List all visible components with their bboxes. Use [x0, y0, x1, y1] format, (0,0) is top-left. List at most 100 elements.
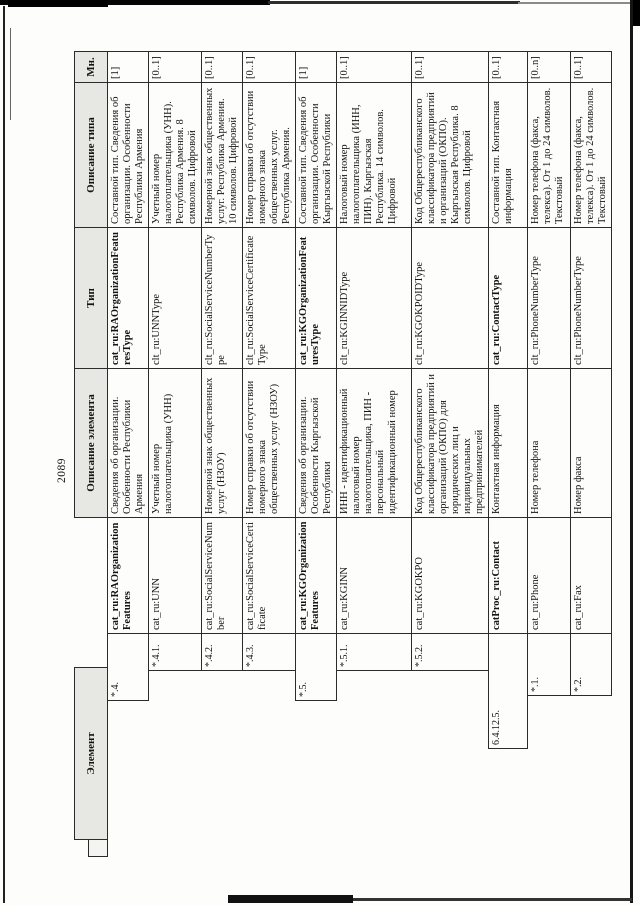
element-cell: *.2. cat_ru:Fax — [570, 516, 612, 857]
header-row: Элемент Описание элемента Тип Описание т… — [74, 45, 108, 857]
element-description: Код Общереспубликанского классификатора … — [411, 368, 489, 518]
multiplicity: [0..1] — [411, 51, 489, 83]
element-description: Контактная информация — [488, 368, 528, 518]
element-step-box: *.5.2. cat_ru:KGOKPO — [411, 516, 489, 671]
type-description: Составной тип. Контактная информация — [488, 82, 528, 228]
table-row: 6.4.12.5. catProc_ru:Contact Контактная ин… — [488, 45, 528, 857]
type-name: clt_ru:PhoneNumberType — [570, 227, 612, 369]
element-number: *.4.1. — [151, 644, 162, 668]
element-step-box: *.4.3. cat_ru:SocialServiceCertificate — [242, 516, 296, 671]
table-row: *.5. cat_ru:KGOrganizationFeatures Сведени… — [295, 45, 337, 857]
element-number: *.4.2. — [204, 644, 215, 668]
type-name: clt_ru:KGOKPOIDType — [411, 227, 489, 369]
element-description: Сведения об организации. Особенности Кыр… — [295, 368, 337, 518]
type-name: clt_ru:SocialServiceNumberType — [201, 227, 243, 369]
element-description: Сведения об организации. Особенности Рес… — [107, 368, 149, 518]
element-number: *.5.2. — [414, 644, 425, 668]
column-header-type: Тип — [74, 227, 108, 369]
table-row: *.4.1. cat_ru:UNN Учетный номер налогоплат… — [148, 45, 202, 857]
element-cell: *.4.3. cat_ru:SocialServiceCertificate — [242, 516, 296, 857]
multiplicity: [0..1] — [201, 51, 243, 83]
table-row: *.5.1. cat_ru:KGINN ИНН - идентификационны… — [336, 45, 412, 857]
type-description: Номер телефона (факса, телекса). От 1 до… — [527, 82, 571, 228]
scan-bottom-border — [228, 898, 632, 901]
header-step-notch — [88, 839, 108, 857]
table-row: *.1. cat_ru:Phone Номер телефона clt_ru:Pho… — [527, 45, 571, 857]
element-name: cat_ru:Phone — [528, 516, 570, 634]
table-row: *.2. cat_ru:Fax Номер факса clt_ru:PhoneNum… — [570, 45, 612, 857]
scan-left-border-inner — [10, 28, 11, 120]
column-header-element: Элемент — [74, 667, 108, 840]
element-name: catProc_ru:Contact — [489, 516, 527, 634]
scan-right-border — [630, 0, 633, 903]
element-step-box: *.5. cat_ru:KGOrganizationFeatures — [295, 516, 337, 701]
element-cell: *.4. cat_ru:RAOrganizationFeatures — [107, 516, 149, 857]
element-description: Номер факса — [570, 368, 612, 518]
type-description: Номерной знак общественных услуг. Респуб… — [201, 82, 243, 228]
column-header-element-label: Элемент — [85, 732, 97, 775]
page-number: 2089 — [56, 458, 68, 483]
element-cell: *.4.1. cat_ru:UNN — [148, 516, 202, 857]
element-number: *.2. — [573, 677, 584, 692]
element-step-box: *.4.1. cat_ru:UNN — [148, 516, 202, 671]
column-header-type-description: Описание типа — [74, 82, 108, 228]
column-header-element-description: Описание элемента — [74, 368, 108, 518]
element-description: Номер телефона — [527, 368, 571, 518]
multiplicity: [1] — [295, 51, 337, 83]
element-number: *.4. — [110, 682, 121, 697]
multiplicity: [0..1] — [336, 51, 412, 83]
schema-table: Элемент Описание элемента Тип Описание т… — [74, 45, 612, 857]
element-number: *.5.1. — [339, 644, 350, 668]
element-description: Учетный номер налогоплательщика (УНН) — [148, 368, 202, 518]
table-row: *.4.3. cat_ru:SocialServiceCertificate Ном… — [242, 45, 296, 857]
scan-bottom-blob — [228, 895, 353, 903]
type-name: clt_ru:KGINNIDType — [336, 227, 412, 369]
element-number: *.5. — [298, 682, 309, 697]
column-header-multiplicity: Мн. — [74, 51, 108, 83]
column-header-element-wrap: Элемент — [74, 517, 108, 857]
type-description: Номер справки об отсутствии номерного зн… — [242, 82, 296, 228]
element-name: cat_ru:KGINN — [337, 516, 411, 634]
element-step-box: *.2. cat_ru:Fax — [570, 516, 612, 696]
element-step-box: *.5.1. cat_ru:KGINN — [336, 516, 412, 671]
element-step-box: 6.4.12.5. catProc_ru:Contact — [488, 516, 528, 749]
multiplicity: [1] — [107, 51, 149, 83]
element-name: cat_ru:SocialServiceCertificate — [243, 516, 295, 634]
table-row: *.4. cat_ru:RAOrganizationFeatures Сведени… — [107, 45, 149, 857]
type-name: clt_ru:PhoneNumberType — [527, 227, 571, 369]
element-description: Номерной знак общественных услуг (НЗОУ) — [201, 368, 243, 518]
element-number: 6.4.12.5. — [491, 710, 502, 745]
table-row: *.4.2. cat_ru:SocialServiceNumber Номерной… — [201, 45, 243, 857]
type-name: clt_ru:SocialServiceCertificateType — [242, 227, 296, 369]
type-description: Учетный номер налогоплательщика (УНН). Р… — [148, 82, 202, 228]
element-name: cat_ru:RAOrganizationFeatures — [108, 516, 148, 634]
element-step-box: *.1. cat_ru:Phone — [527, 516, 571, 696]
multiplicity: [0..n] — [527, 51, 571, 83]
multiplicity: [0..1] — [242, 51, 296, 83]
element-name: cat_ru:SocialServiceNumber — [202, 516, 242, 634]
scan-left-border — [3, 6, 5, 903]
type-description: Составной тип. Сведения об организации. … — [295, 82, 337, 228]
scan-top-bar-3 — [518, 2, 634, 4]
type-name: cat_ru:ContactType — [488, 227, 528, 369]
scan-top-bar — [0, 0, 270, 5]
element-cell: 6.4.12.5. catProc_ru:Contact — [488, 516, 528, 857]
element-cell: *.4.2. cat_ru:SocialServiceNumber — [201, 516, 243, 857]
element-cell: *.5. cat_ru:KGOrganizationFeatures — [295, 516, 337, 857]
type-name: clt_ru:UNNType — [148, 227, 202, 369]
element-name: cat_ru:KGOrganizationFeatures — [296, 516, 336, 634]
scan-top-blob — [8, 0, 108, 7]
element-name: cat_ru:UNN — [149, 516, 201, 634]
element-name: cat_ru:Fax — [571, 516, 611, 634]
type-description: Составной тип. Сведения об организации. … — [107, 82, 149, 228]
element-name: cat_ru:KGOKPO — [412, 516, 488, 634]
multiplicity: [0..1] — [148, 51, 202, 83]
type-description: Налоговый номер налогоплательщика (ИНН, … — [336, 82, 412, 228]
element-description: ИНН - идентификационный налоговый номер … — [336, 368, 412, 518]
element-cell: *.5.1. cat_ru:KGINN — [336, 516, 412, 857]
element-number: *.4.3. — [245, 644, 256, 668]
element-step-box: *.4.2. cat_ru:SocialServiceNumber — [201, 516, 243, 671]
type-name: cat_ru:KGOrganizationFeaturesType — [295, 227, 337, 369]
element-cell: *.1. cat_ru:Phone — [527, 516, 571, 857]
